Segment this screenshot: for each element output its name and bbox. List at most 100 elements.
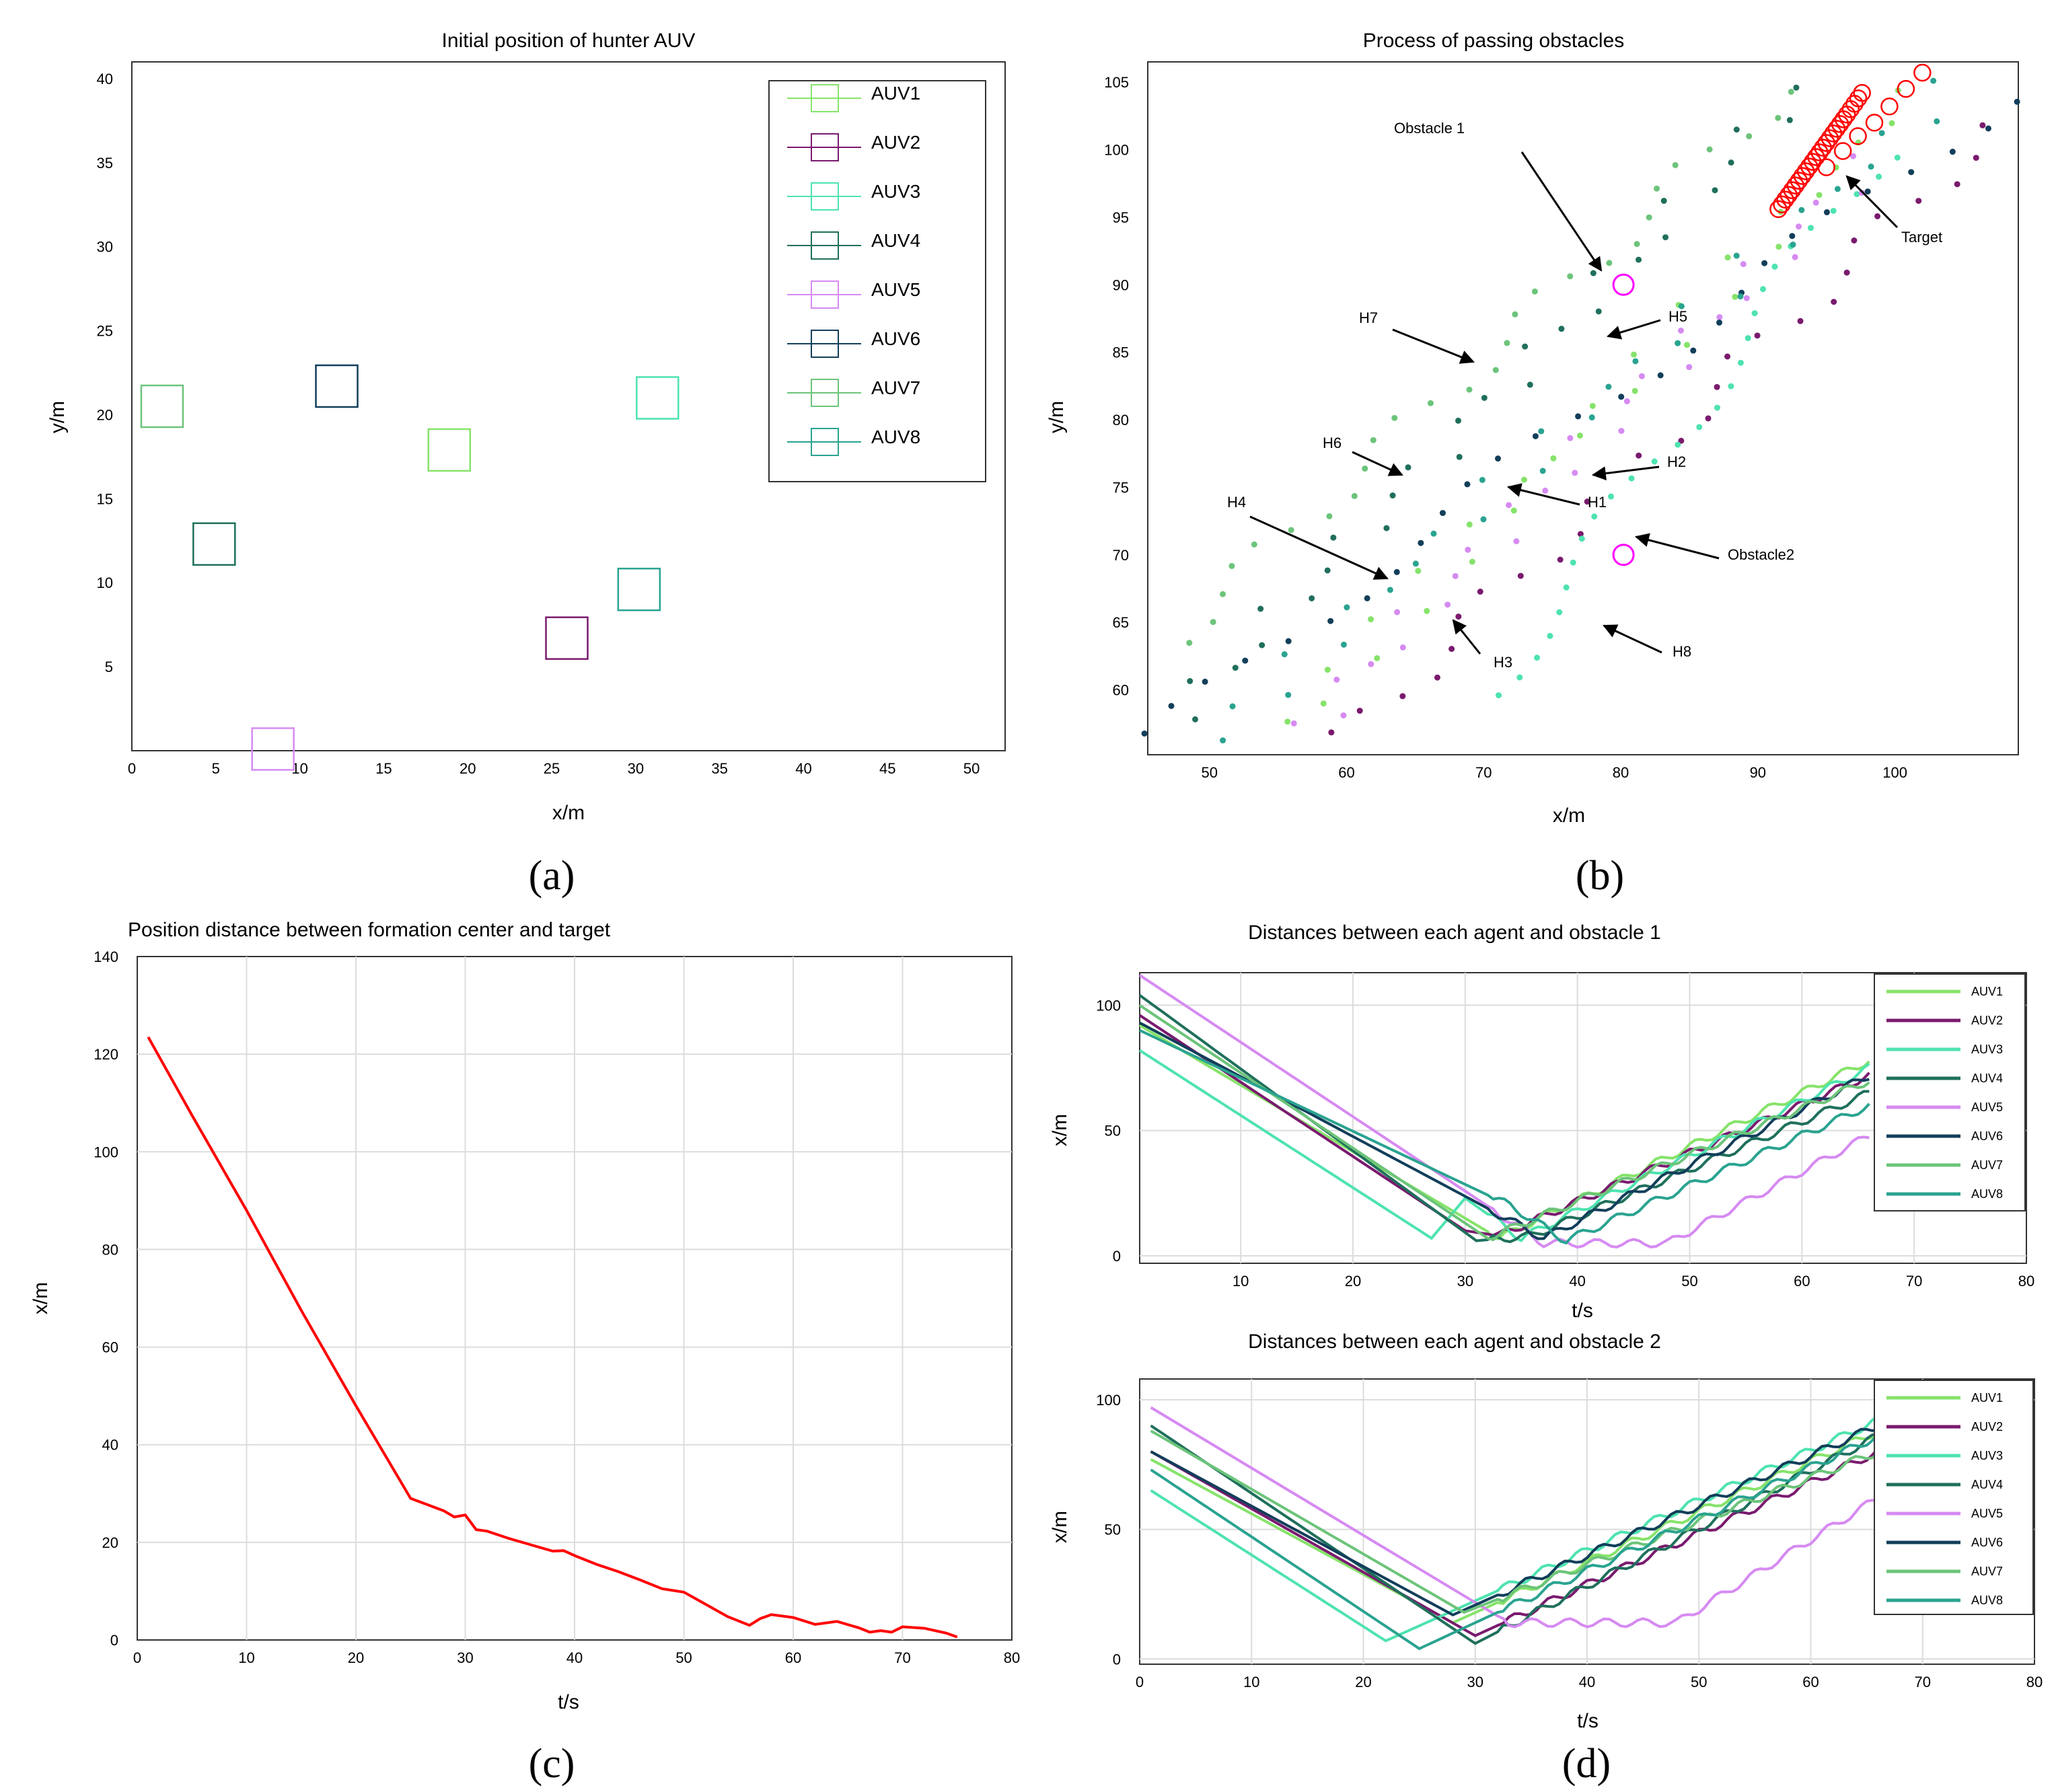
track-point-auv5 bbox=[1340, 712, 1347, 719]
panel-a-xticks: 0 5 10 15 20 25 30 35 40 45 50 bbox=[128, 760, 980, 777]
panel-d-caption: (d) bbox=[1562, 1741, 1611, 1787]
legend-label-auv2: AUV2 bbox=[1971, 1014, 2003, 1027]
track-point-auv4 bbox=[1786, 117, 1793, 124]
panel-b-ytick-label: 60 bbox=[1113, 682, 1129, 699]
panel-d2-xtick-label: 10 bbox=[1243, 1674, 1259, 1690]
track-point-auv3 bbox=[1751, 310, 1758, 317]
track-point-auv1 bbox=[1589, 402, 1596, 409]
label-h4: H4 bbox=[1227, 494, 1246, 511]
track-point-auv6 bbox=[1393, 568, 1400, 575]
series-line-auv1 bbox=[1138, 1024, 1870, 1240]
track-point-auv1 bbox=[1324, 667, 1331, 673]
track-point-auv2 bbox=[1714, 383, 1720, 390]
track-point-auv5 bbox=[1542, 487, 1549, 494]
panel-c-ytick-label: 80 bbox=[102, 1241, 118, 1258]
panel-a-yticks: 5 10 15 20 25 30 35 40 bbox=[97, 71, 113, 675]
track-point-auv2 bbox=[1477, 589, 1483, 595]
arrow-h3 bbox=[1452, 619, 1481, 655]
series-line-auv8 bbox=[1139, 1029, 1870, 1245]
track-point-auv8 bbox=[1480, 516, 1487, 523]
track-point-auv6 bbox=[1141, 730, 1148, 737]
track-point-auv3 bbox=[1516, 674, 1523, 681]
track-point-auv6 bbox=[1285, 638, 1292, 644]
track-point-auv8 bbox=[1430, 530, 1437, 537]
track-point-auv6 bbox=[1327, 618, 1334, 624]
target-position bbox=[1833, 142, 1852, 160]
panel-a-legend: AUV1 AUV2 AUV3 AUV4 AUV5 AUV6 AUV7 AUV8 bbox=[768, 80, 986, 482]
target-position bbox=[1769, 200, 1788, 219]
track-point-auv6 bbox=[1202, 678, 1208, 685]
track-point-auv3 bbox=[1608, 493, 1615, 500]
track-point-auv8 bbox=[1790, 241, 1796, 248]
track-point-auv8 bbox=[1285, 692, 1292, 698]
track-point-auv1 bbox=[1424, 607, 1430, 614]
marker-auv3 bbox=[636, 376, 680, 420]
panel-c-xtick-label: 30 bbox=[457, 1649, 473, 1666]
track-point-auv7 bbox=[1654, 185, 1660, 192]
panel-b-xticks: 50 60 70 80 90 100 bbox=[1201, 764, 1907, 781]
target-position bbox=[1800, 157, 1819, 176]
track-point-auv3 bbox=[1591, 513, 1598, 520]
panel-a-ytick-label: 35 bbox=[97, 155, 113, 172]
track-point-auv6 bbox=[1761, 260, 1768, 266]
panel-d-bottom-legend: AUV1 AUV2 AUV3 AUV4 AUV5 AUV6 AUV7 AUV8 bbox=[1874, 1380, 2034, 1615]
arrow-h8 bbox=[1603, 624, 1662, 654]
track-point-auv3 bbox=[1771, 263, 1778, 270]
track-point-auv3 bbox=[1853, 191, 1860, 198]
panel-c-ytick-label: 0 bbox=[110, 1632, 118, 1649]
track-point-auv6 bbox=[1532, 433, 1539, 439]
panel-c-series bbox=[147, 1036, 958, 1639]
panel-d-top-ylabel: x/m bbox=[1049, 1114, 1071, 1146]
track-point-auv5 bbox=[1513, 538, 1520, 545]
track-point-auv8 bbox=[1675, 340, 1681, 346]
panel-d-bottom: Distances between each agent and obstacl… bbox=[1049, 1331, 2043, 1787]
series-line-auv8 bbox=[1150, 1433, 1879, 1651]
track-point-auv5 bbox=[1394, 609, 1401, 615]
marker-auv8 bbox=[617, 567, 661, 611]
track-point-auv7 bbox=[1788, 88, 1794, 95]
track-point-auv2 bbox=[1448, 646, 1455, 652]
track-point-auv7 bbox=[1531, 288, 1538, 295]
panel-d1-xtick-label: 10 bbox=[1233, 1273, 1249, 1290]
legend-label-auv2: AUV2 bbox=[871, 132, 920, 153]
track-point-auv7 bbox=[1370, 437, 1376, 443]
track-point-auv2 bbox=[1915, 198, 1922, 204]
target-position bbox=[1779, 186, 1798, 204]
track-point-auv2 bbox=[1843, 269, 1850, 276]
track-point-auv1 bbox=[1775, 244, 1782, 250]
track-point-auv5 bbox=[1506, 502, 1512, 509]
panel-d-top-xticks: 10 20 30 40 50 60 70 80 bbox=[1233, 1273, 2034, 1290]
label-h1: H1 bbox=[1588, 494, 1607, 511]
track-point-auv1 bbox=[1368, 616, 1374, 623]
track-point-auv8 bbox=[1588, 414, 1595, 421]
track-point-auv8 bbox=[1220, 737, 1226, 744]
legend-marker-auv2 bbox=[811, 133, 839, 161]
track-point-auv6 bbox=[1789, 233, 1796, 239]
legend-label-auv3: AUV3 bbox=[871, 181, 920, 202]
target-position bbox=[1880, 98, 1899, 116]
track-point-auv4 bbox=[1558, 326, 1565, 332]
panel-d1-xtick-label: 50 bbox=[1681, 1273, 1697, 1290]
track-point-auv2 bbox=[1831, 299, 1837, 305]
track-point-auv7 bbox=[1326, 513, 1333, 519]
track-point-auv2 bbox=[1851, 237, 1858, 244]
track-point-auv7 bbox=[1228, 562, 1235, 569]
panel-c-xtick-label: 10 bbox=[238, 1649, 254, 1666]
panel-d1-xtick-label: 40 bbox=[1569, 1273, 1585, 1290]
track-point-auv1 bbox=[1415, 568, 1422, 574]
track-point-auv5 bbox=[1812, 199, 1819, 206]
arrow-h4 bbox=[1249, 515, 1389, 580]
target-position bbox=[1807, 148, 1825, 166]
track-point-auv3 bbox=[1894, 154, 1901, 161]
panel-b-ytick-label: 65 bbox=[1113, 614, 1129, 631]
panel-b-obstacles bbox=[1612, 273, 1635, 566]
panel-d-bottom-yticks: 0 50 100 bbox=[1096, 1392, 1121, 1668]
track-point-auv5 bbox=[1290, 720, 1297, 726]
track-point-auv5 bbox=[1452, 572, 1459, 579]
track-point-auv2 bbox=[1328, 729, 1335, 736]
track-point-auv8 bbox=[1737, 293, 1744, 300]
legend-label-auv6: AUV6 bbox=[1971, 1536, 2003, 1549]
track-point-auv8 bbox=[1930, 77, 1937, 84]
track-point-auv7 bbox=[1504, 340, 1510, 346]
track-point-auv2 bbox=[1705, 415, 1712, 422]
